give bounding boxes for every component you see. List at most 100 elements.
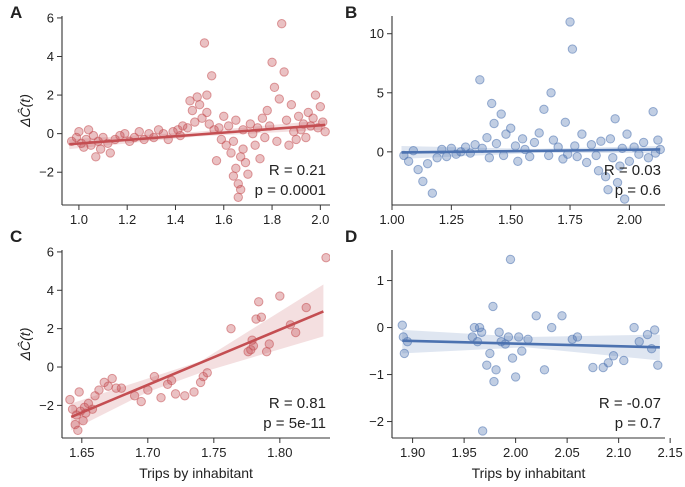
data-point — [489, 118, 499, 129]
stat-r: R = -0.07 — [599, 395, 661, 412]
data-point — [233, 192, 243, 202]
data-point — [251, 314, 261, 324]
data-point — [567, 44, 578, 54]
data-point — [221, 140, 231, 150]
data-point — [514, 332, 524, 342]
y-tick-label: 0 — [47, 126, 54, 141]
data-point — [202, 107, 212, 118]
data-point — [73, 425, 83, 436]
data-point — [255, 154, 265, 164]
data-point — [274, 94, 284, 104]
data-point — [608, 153, 618, 163]
data-point — [487, 98, 497, 109]
y-tick-label: 4 — [47, 49, 54, 64]
data-point — [257, 113, 268, 123]
data-point — [503, 332, 514, 342]
data-point — [262, 105, 272, 116]
regression-line — [401, 148, 661, 154]
y-tick-label: 2 — [47, 321, 54, 336]
y-tick-label: −1 — [369, 367, 384, 382]
data-point — [510, 141, 521, 151]
data-point — [235, 184, 246, 195]
data-point — [105, 148, 115, 158]
data-point — [74, 387, 84, 397]
data-point — [103, 381, 113, 391]
data-point — [170, 389, 181, 399]
y-tick-label: 0 — [377, 320, 384, 335]
x-tick-label: 1.75 — [557, 212, 582, 227]
panel-letter: D — [345, 227, 357, 246]
data-point — [567, 334, 577, 344]
data-point — [475, 75, 485, 85]
data-point — [619, 355, 629, 366]
data-point — [482, 132, 492, 143]
data-point — [308, 113, 318, 123]
stat-p: p = 0.6 — [615, 182, 661, 199]
data-point — [539, 104, 549, 115]
data-point — [591, 150, 601, 161]
data-point — [653, 135, 663, 145]
data-point — [310, 90, 321, 100]
data-point — [496, 109, 506, 119]
data-point — [403, 156, 414, 166]
stat-p: p = 0.0001 — [255, 182, 326, 199]
data-point — [256, 312, 267, 322]
x-tick-label: 1.80 — [267, 445, 292, 460]
regression-line — [402, 339, 660, 349]
data-point — [301, 302, 311, 313]
stat-r: R = 0.81 — [269, 395, 326, 412]
data-point — [156, 393, 166, 403]
data-point — [182, 123, 193, 133]
data-point — [231, 115, 241, 125]
x-tick-label: 2.00 — [617, 212, 642, 227]
y-tick-label: 5 — [377, 85, 384, 100]
data-point — [185, 96, 195, 106]
data-point — [74, 127, 84, 137]
y-tick-label: 0 — [377, 144, 384, 159]
y-tick-label: 0 — [47, 360, 54, 375]
x-tick-label: 1.50 — [498, 212, 523, 227]
data-point — [581, 157, 592, 168]
data-point — [603, 184, 613, 195]
x-tick-label: 1.2 — [118, 212, 136, 227]
data-point — [228, 171, 239, 181]
data-point — [261, 346, 272, 357]
data-point — [399, 348, 410, 359]
data-point — [245, 119, 256, 129]
data-point — [517, 346, 527, 356]
x-tick-label: 2.10 — [606, 445, 631, 460]
data-point — [572, 151, 582, 162]
x-tick-label: 1.65 — [69, 445, 94, 460]
plot-area — [399, 17, 665, 204]
data-point — [226, 148, 236, 158]
y-tick-label: −2 — [39, 398, 54, 413]
data-point — [254, 297, 264, 307]
data-point — [180, 391, 190, 401]
y-tick-label: 4 — [47, 283, 54, 298]
data-point — [608, 351, 619, 361]
data-point — [422, 158, 433, 169]
x-tick-label: 1.0 — [70, 212, 88, 227]
data-point — [95, 144, 106, 154]
data-point — [494, 327, 504, 337]
data-point — [202, 90, 212, 100]
data-point — [441, 151, 452, 162]
data-point — [629, 322, 639, 333]
data-point — [523, 334, 533, 344]
data-point — [524, 151, 535, 162]
data-point — [206, 71, 217, 81]
data-point — [610, 114, 620, 124]
data-point — [510, 372, 521, 382]
data-point — [228, 136, 239, 147]
plot-area — [397, 254, 663, 436]
data-point — [321, 252, 330, 263]
data-point — [94, 385, 104, 395]
panel-d: D 1.90 1.95 2.00 2.05 2.10 2.15 −2 −1 0 1 Trips by … — [345, 227, 683, 481]
y-tick-label: 10 — [370, 26, 384, 41]
data-point — [653, 360, 663, 370]
regression-line — [70, 310, 324, 419]
data-point — [543, 150, 554, 161]
data-point — [120, 128, 130, 139]
data-point — [240, 157, 251, 168]
